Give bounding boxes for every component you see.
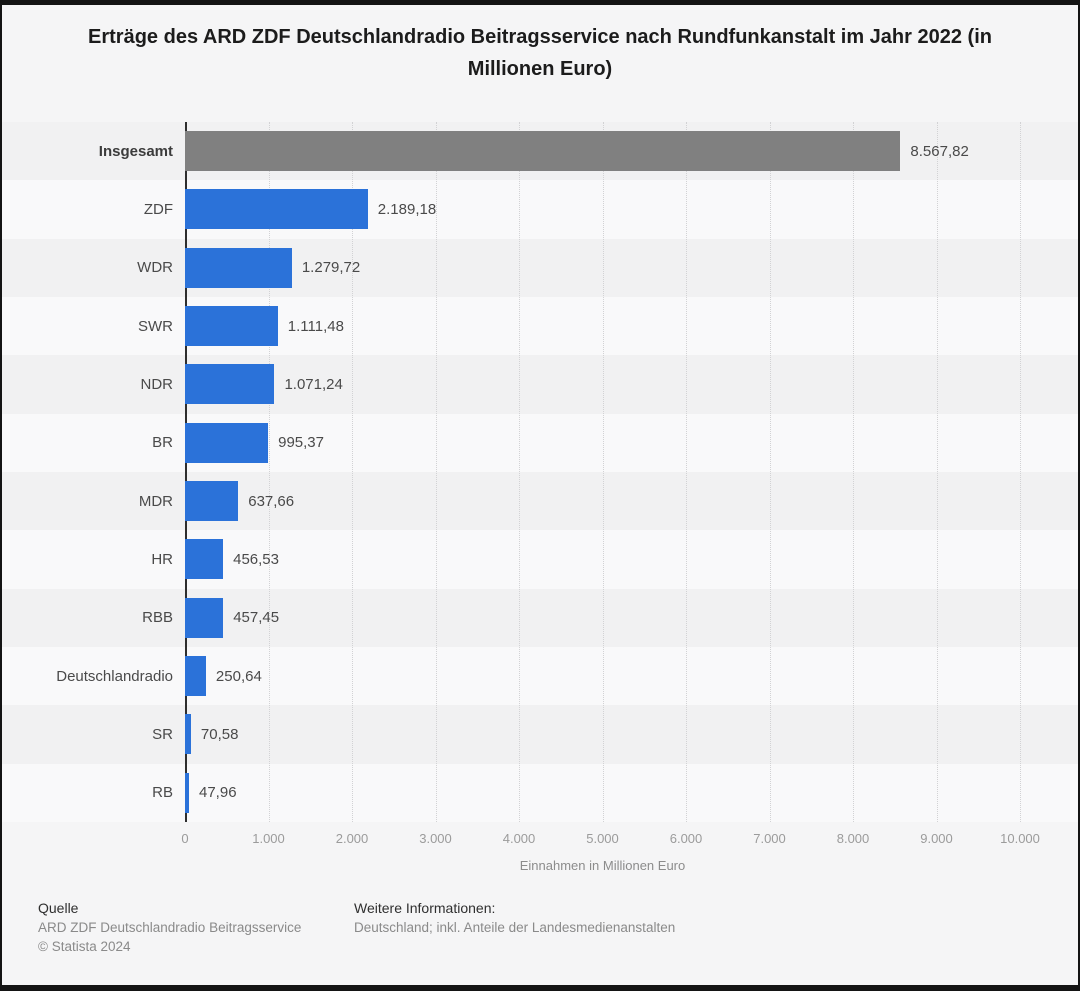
- category-label: Deutschlandradio: [56, 667, 173, 685]
- chart-canvas: Erträge des ARD ZDF Deutschlandradio Bei…: [2, 5, 1078, 985]
- value-label: 8.567,82: [910, 142, 969, 160]
- info-text: Deutschland; inkl. Anteile der Landesmed…: [354, 920, 676, 935]
- bar: [185, 714, 191, 755]
- x-tick-label: 3.000: [419, 831, 452, 846]
- x-tick-label: 9.000: [920, 831, 953, 846]
- x-axis-title: Einnahmen in Millionen Euro: [519, 858, 686, 873]
- category-label: NDR: [140, 375, 174, 393]
- category-label: SR: [152, 725, 173, 743]
- chart-row: MDR 637,66: [2, 471, 1078, 531]
- value-label: 456,53: [233, 550, 279, 568]
- source-block: Quelle ARD ZDF Deutschlandradio Beitrags…: [38, 899, 354, 956]
- chart-row: WDR 1.279,72: [2, 238, 1078, 297]
- value-label: 1.279,72: [301, 259, 361, 277]
- value-label: 70,58: [200, 725, 239, 743]
- bar-track: 637,66: [185, 472, 1020, 530]
- bar-track: 995,37: [185, 414, 1020, 472]
- chart-row: Insgesamt 8.567,82: [2, 122, 1078, 181]
- category-label: SWR: [138, 317, 173, 335]
- chart-row: RB 47,96: [2, 763, 1078, 822]
- chart-rows: Insgesamt 8.567,82 ZDF 2.189,18 WDR 1.279,72 S…: [2, 122, 1078, 822]
- info-block: Weitere Informationen: Deutschland; inkl…: [354, 899, 675, 956]
- category-label: MDR: [138, 492, 173, 510]
- chart-row: HR 456,53: [2, 530, 1078, 589]
- bar-track: 1.279,72: [185, 239, 1020, 297]
- x-tick-label: 6.000: [669, 831, 703, 846]
- bar: [185, 656, 206, 697]
- category-label: RB: [152, 784, 173, 802]
- copyright-text: © Statista 2024: [38, 939, 131, 954]
- value-label: 2.189,18: [377, 200, 437, 218]
- value-label: 1.111,48: [287, 317, 344, 335]
- chart-row: RBB 457,45: [2, 588, 1078, 647]
- x-tick-label: 7.000: [753, 831, 786, 846]
- category-label: BR: [152, 434, 173, 452]
- chart-row: NDR 1.071,24: [2, 355, 1078, 414]
- bar: [185, 539, 224, 580]
- value-label: 457,45: [233, 609, 280, 627]
- value-label: 250,64: [215, 667, 262, 685]
- bar-track: 2.189,18: [185, 180, 1020, 238]
- bar-track: 457,45: [185, 589, 1020, 647]
- bar-track: 47,96: [185, 764, 1020, 822]
- x-tick-label: 10.000: [1000, 831, 1040, 846]
- category-label: RBB: [142, 609, 173, 627]
- bar: [185, 189, 368, 230]
- chart-row: SWR 1.111,48: [2, 296, 1078, 356]
- bar-track: 70,58: [185, 705, 1020, 763]
- bar: [185, 306, 278, 347]
- chart-row: ZDF 2.189,18: [2, 180, 1078, 239]
- source-heading: Quelle: [38, 900, 79, 916]
- bar-track: 250,64: [185, 647, 1020, 705]
- bar: [185, 422, 269, 463]
- x-axis-ticks: 0 1.000 2.000 3.000 4.000 5.000 6.000 7.000 8.00…: [181, 831, 1040, 848]
- x-tick-label: 2.000: [335, 831, 369, 846]
- bar-track: 456,53: [185, 530, 1020, 588]
- bar: [185, 364, 275, 405]
- chart-footer: Quelle ARD ZDF Deutschlandradio Beitrags…: [38, 899, 1078, 956]
- x-tick-label: 5.000: [586, 831, 619, 846]
- x-tick-label: 1.000: [252, 831, 285, 846]
- chart-title: Erträge des ARD ZDF Deutschlandradio Bei…: [88, 26, 992, 80]
- value-label: 1.071,24: [284, 375, 343, 393]
- value-label: 47,96: [199, 784, 237, 802]
- category-label: ZDF: [143, 200, 173, 218]
- value-label: 995,37: [278, 434, 324, 452]
- bar: [185, 131, 901, 172]
- chart-row: BR 995,37: [2, 413, 1078, 472]
- chart-row: Deutschlandradio 250,64: [2, 646, 1078, 706]
- bar-chart: Insgesamt 8.567,82 ZDF 2.189,18 WDR 1.279,72 S…: [2, 122, 1078, 822]
- category-label: Insgesamt: [98, 142, 173, 160]
- bar: [185, 597, 224, 638]
- chart-row: SR 70,58: [2, 705, 1078, 764]
- x-tick-label: 4.000: [502, 831, 536, 846]
- bar-track: 1.111,48: [185, 297, 1020, 355]
- bar-track: 8.567,82: [185, 122, 1020, 180]
- category-label: WDR: [137, 259, 173, 277]
- x-tick-label: 8.000: [836, 831, 870, 846]
- source-name: ARD ZDF Deutschlandradio Beitragsservice: [38, 920, 302, 935]
- bar-track: 1.071,24: [185, 355, 1020, 413]
- x-tick-label: 0: [181, 831, 189, 846]
- info-heading: Weitere Informationen:: [354, 900, 496, 916]
- bar: [185, 247, 292, 288]
- category-label: HR: [151, 550, 173, 568]
- bar: [185, 481, 239, 522]
- value-label: 637,66: [248, 492, 295, 510]
- bar: [185, 772, 189, 813]
